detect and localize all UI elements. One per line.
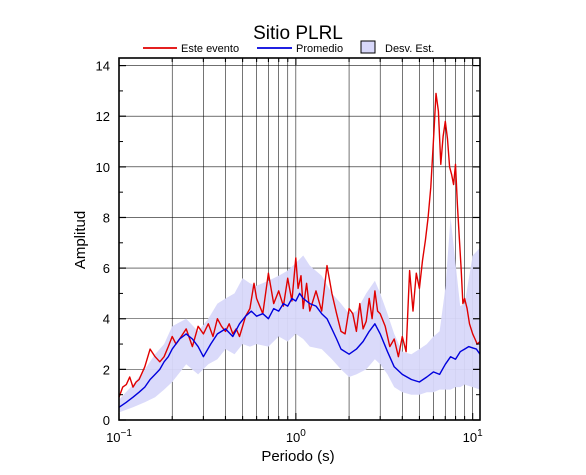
x-tick-label: 100 bbox=[286, 428, 306, 445]
y-tick-label: 12 bbox=[96, 109, 110, 124]
legend-label-desv-est: Desv. Est. bbox=[385, 43, 434, 55]
y-tick-label: 4 bbox=[103, 312, 110, 327]
y-tick-label: 8 bbox=[103, 210, 110, 225]
y-tick-label: 0 bbox=[103, 413, 110, 428]
x-axis-label: Periodo (s) bbox=[261, 448, 334, 465]
y-tick-label: 2 bbox=[103, 362, 110, 377]
series-line-promedio bbox=[118, 292, 481, 408]
legend-swatch-desv-est bbox=[360, 40, 376, 54]
y-axis-label: Amplitud bbox=[72, 211, 89, 269]
legend-label-promedio: Promedio bbox=[296, 43, 343, 55]
plot-area: 0 2 4 6 8 10 12 14 10−1 100 101 bbox=[96, 57, 483, 445]
y-tick-label: 10 bbox=[96, 160, 110, 175]
legend: Este evento Promedio Desv. Est. bbox=[143, 40, 434, 55]
x-tick-label: 10−1 bbox=[106, 428, 132, 445]
x-tick-label: 101 bbox=[463, 428, 483, 445]
y-tick-label: 14 bbox=[96, 59, 110, 74]
series-line-este-evento bbox=[118, 92, 481, 398]
plot-frame bbox=[118, 57, 481, 421]
legend-label-este-evento: Este evento bbox=[181, 43, 239, 55]
chart-title: Sitio PLRL bbox=[253, 23, 343, 44]
std-dev-band bbox=[119, 217, 480, 413]
y-tick-label: 6 bbox=[103, 261, 110, 276]
